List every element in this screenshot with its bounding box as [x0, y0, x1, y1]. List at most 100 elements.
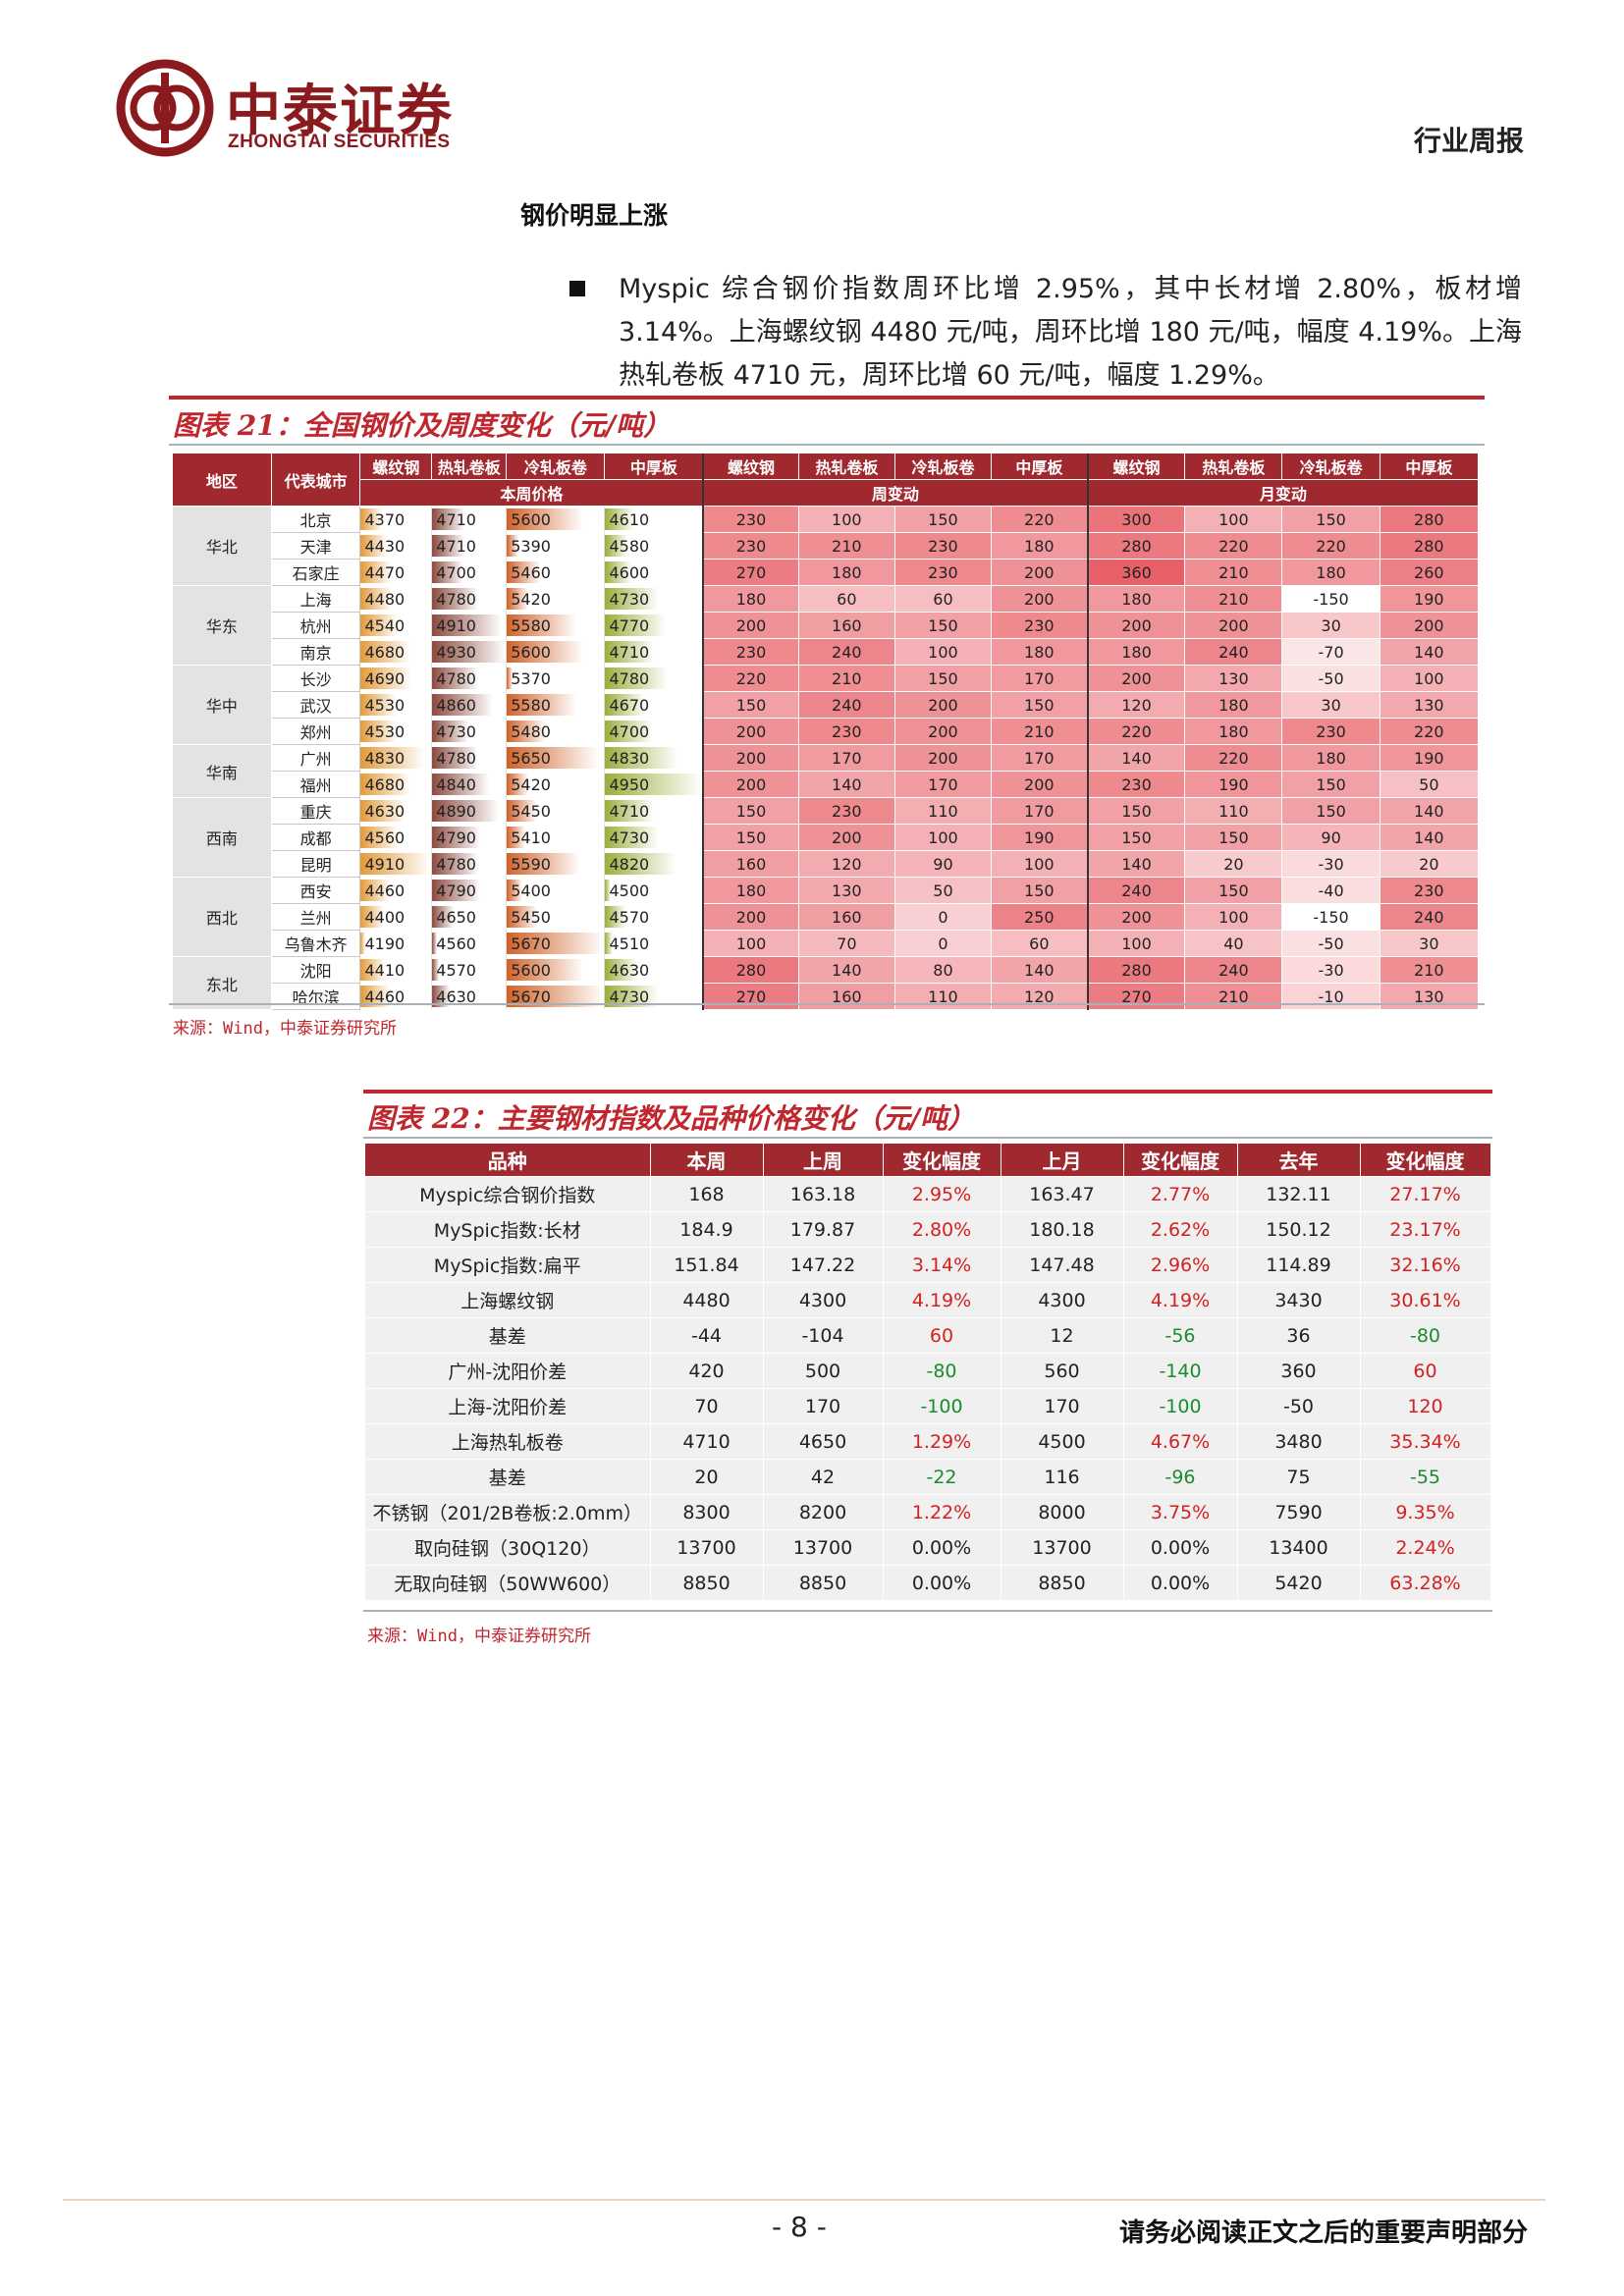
price-value: 4710: [436, 509, 476, 529]
month-change-cell: 30: [1281, 691, 1380, 719]
price-cell: 4780: [431, 585, 508, 613]
month-change-cell: 150: [1086, 824, 1186, 851]
price-cell: 5600: [506, 638, 606, 666]
week-change-cell: 170: [991, 665, 1089, 692]
item-name-cell: 取向硅钢（30Q120）: [365, 1529, 651, 1566]
price-bar: [605, 747, 678, 769]
header-product: 冷轧板卷: [506, 454, 606, 480]
price-cell: 4780: [431, 665, 508, 692]
price-value: 5670: [511, 987, 551, 1006]
price-cell: 4730: [604, 983, 704, 1010]
price-value: 4410: [364, 960, 406, 980]
price-value: 5420: [511, 774, 551, 794]
change-cell: -100: [883, 1388, 1001, 1424]
change-cell: 35.34%: [1360, 1423, 1491, 1460]
region-cell: 西南: [173, 797, 272, 878]
month-change-cell: 220: [1184, 532, 1283, 560]
table-row: 石家庄 4470 4700 5460 4600 270 180 230 200 360 210 180…: [173, 559, 1480, 586]
header-cell: 上月: [1001, 1144, 1124, 1177]
week-change-cell: 110: [894, 797, 993, 825]
value-cell: 150.12: [1237, 1211, 1361, 1248]
value-cell: 4480: [650, 1282, 764, 1318]
price-cell: 4560: [431, 930, 508, 957]
header-product: 螺纹钢: [702, 454, 799, 480]
price-bar: [507, 800, 538, 822]
price-bar: [507, 614, 577, 636]
price-bar: [605, 827, 658, 848]
month-change-cell: 150: [1184, 877, 1283, 904]
value-cell: 500: [763, 1353, 884, 1389]
month-change-cell: -150: [1281, 903, 1380, 931]
week-change-cell: 190: [991, 824, 1089, 851]
price-value: 4560: [436, 934, 476, 953]
price-cell: 5450: [506, 797, 606, 825]
change-cell: 60: [883, 1317, 1001, 1354]
header-region: 地区: [173, 454, 272, 507]
price-cell: 4410: [359, 956, 433, 984]
price-cell: 5410: [506, 824, 606, 851]
price-bar: [432, 880, 480, 901]
logo-text-en: ZHONGTAI SECURITIES: [228, 132, 451, 152]
price-value: 4830: [609, 748, 650, 768]
price-cell: 5600: [506, 506, 606, 533]
value-cell: 20: [650, 1459, 764, 1495]
price-cell: 4680: [359, 771, 433, 798]
city-cell: 北京: [270, 506, 361, 533]
price-value: 5590: [511, 854, 551, 874]
item-name-cell: 上海-沈阳价差: [365, 1388, 651, 1424]
change-cell: -80: [883, 1353, 1001, 1389]
month-change-cell: 210: [1184, 585, 1283, 613]
week-change-cell: 160: [798, 612, 895, 639]
week-change-cell: 200: [991, 559, 1089, 586]
month-change-cell: 200: [1184, 612, 1283, 639]
value-cell: 132.11: [1237, 1176, 1361, 1212]
price-value: 4910: [436, 615, 476, 635]
week-change-cell: 210: [798, 532, 895, 560]
price-value: 4730: [609, 987, 650, 1006]
week-change-cell: 60: [991, 930, 1089, 957]
change-cell: 0.00%: [1123, 1565, 1238, 1601]
change-cell: 2.24%: [1360, 1529, 1491, 1566]
week-change-cell: 230: [991, 612, 1089, 639]
price-value: 4780: [436, 748, 476, 768]
price-bar: [360, 614, 398, 636]
price-value: 5390: [511, 536, 551, 556]
week-change-cell: 80: [894, 956, 993, 984]
month-change-cell: 210: [1184, 559, 1283, 586]
price-cell: 4600: [604, 559, 704, 586]
price-cell: 4630: [604, 956, 704, 984]
week-change-cell: 200: [798, 824, 895, 851]
week-change-cell: 150: [894, 506, 993, 533]
value-cell: -50: [1237, 1388, 1361, 1424]
price-bar: [605, 853, 677, 875]
price-cell: 5400: [506, 877, 606, 904]
price-bar: [507, 747, 599, 769]
value-cell: 420: [650, 1353, 764, 1389]
price-cell: 4710: [431, 506, 508, 533]
month-change-cell: -150: [1281, 585, 1380, 613]
city-cell: 长沙: [270, 665, 361, 692]
value-cell: 163.47: [1001, 1176, 1124, 1212]
month-change-cell: 150: [1184, 824, 1283, 851]
table-row: 西北 西安 4460 4790 5400 4500 180 130 50 150 240 150 -40…: [173, 877, 1480, 957]
price-bar: [605, 986, 658, 1007]
price-value: 4700: [436, 562, 476, 582]
week-change-cell: 200: [991, 585, 1089, 613]
value-cell: 170: [763, 1388, 884, 1424]
table-header-row: 品种 本周 上周 变化幅度 上月 变化幅度 去年 变化幅度: [365, 1144, 1491, 1177]
week-change-cell: 160: [702, 850, 799, 878]
month-change-cell: 180: [1281, 559, 1380, 586]
month-change-cell: -30: [1281, 956, 1380, 984]
price-bar: [507, 853, 580, 875]
price-value: 4860: [436, 695, 476, 715]
header-product: 冷轧板卷: [1281, 454, 1380, 480]
item-name-cell: MySpic指数:长材: [365, 1211, 651, 1248]
city-cell: 上海: [270, 585, 361, 613]
table-row: Myspic综合钢价指数 168 163.18 2.95% 163.47 2.77% 132…: [365, 1176, 1491, 1212]
header-group-week: 周变动: [702, 479, 1089, 507]
week-change-cell: 160: [798, 983, 895, 1010]
price-cell: 4610: [604, 506, 704, 533]
price-cell: 4730: [604, 824, 704, 851]
price-bar: [605, 588, 658, 610]
header-cell: 变化幅度: [1123, 1144, 1238, 1177]
